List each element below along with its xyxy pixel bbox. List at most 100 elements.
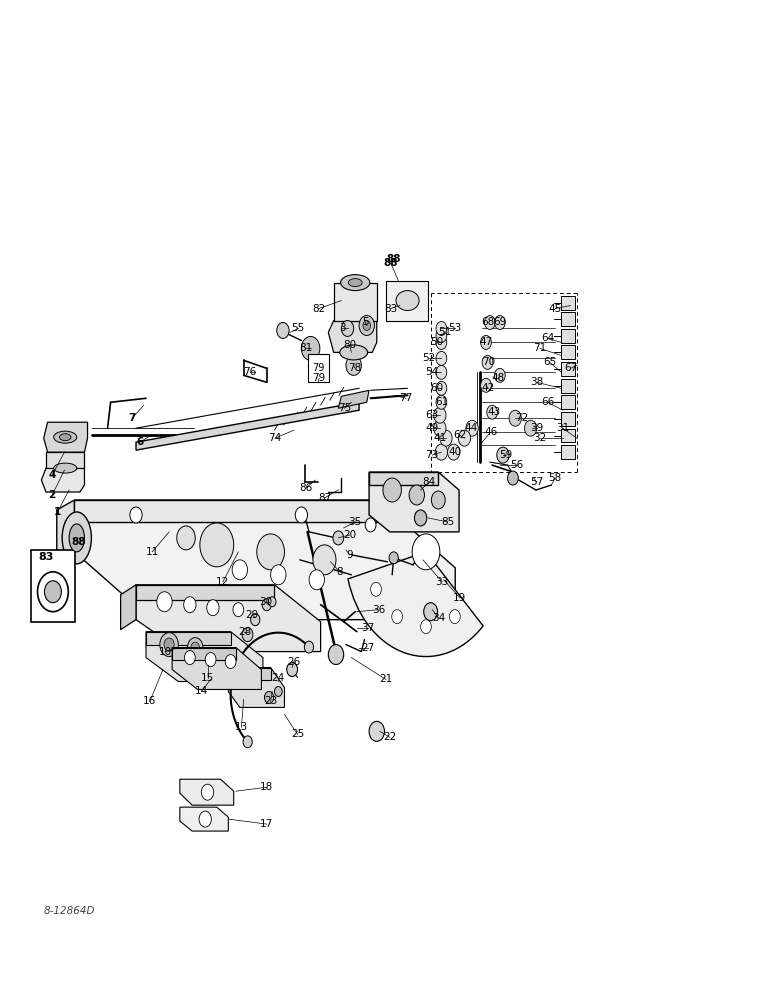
Text: 15: 15 <box>201 673 214 683</box>
Text: 42: 42 <box>482 383 495 393</box>
Text: 52: 52 <box>422 353 435 363</box>
Circle shape <box>271 565 286 585</box>
Text: 61: 61 <box>435 397 449 407</box>
Text: 3: 3 <box>339 323 345 333</box>
Text: 11: 11 <box>146 547 159 557</box>
Text: 36: 36 <box>371 605 385 615</box>
Text: 30: 30 <box>259 597 272 607</box>
Circle shape <box>383 478 401 502</box>
Circle shape <box>295 507 307 523</box>
Text: 48: 48 <box>492 373 505 383</box>
Circle shape <box>313 545 336 575</box>
Text: 38: 38 <box>530 377 543 387</box>
Circle shape <box>369 721 384 741</box>
Text: 43: 43 <box>487 407 500 417</box>
Polygon shape <box>136 585 320 652</box>
Text: 40: 40 <box>449 447 462 457</box>
Circle shape <box>184 597 196 613</box>
Text: 82: 82 <box>313 304 326 314</box>
Circle shape <box>275 686 282 696</box>
Text: 58: 58 <box>549 473 562 483</box>
Text: 25: 25 <box>291 729 304 739</box>
Circle shape <box>185 651 195 665</box>
Bar <box>561 329 575 343</box>
Text: 67: 67 <box>564 363 577 373</box>
Text: 81: 81 <box>300 343 313 353</box>
Text: 22: 22 <box>383 732 397 742</box>
Text: 65: 65 <box>543 357 557 367</box>
Polygon shape <box>334 283 377 320</box>
Bar <box>561 379 575 393</box>
Polygon shape <box>369 472 459 532</box>
Polygon shape <box>229 668 271 680</box>
Text: 87: 87 <box>318 493 331 503</box>
Text: 83: 83 <box>39 552 54 562</box>
Text: 7: 7 <box>128 413 136 423</box>
Bar <box>561 312 575 326</box>
Circle shape <box>412 534 440 570</box>
Circle shape <box>436 395 447 409</box>
Text: 54: 54 <box>425 367 438 377</box>
Circle shape <box>436 328 447 342</box>
Text: 41: 41 <box>433 433 446 443</box>
Text: 64: 64 <box>541 333 554 343</box>
Polygon shape <box>136 585 275 600</box>
Text: 88: 88 <box>384 258 398 268</box>
Text: 21: 21 <box>379 675 393 685</box>
Ellipse shape <box>54 463 76 473</box>
Text: 63: 63 <box>425 410 438 420</box>
Circle shape <box>251 614 260 626</box>
Circle shape <box>157 592 172 612</box>
Bar <box>561 412 575 426</box>
Text: 26: 26 <box>287 657 300 667</box>
Circle shape <box>482 355 493 369</box>
Text: 51: 51 <box>438 327 451 337</box>
Bar <box>31 550 75 622</box>
Text: 39: 39 <box>530 423 543 433</box>
Circle shape <box>434 407 446 423</box>
Text: 1: 1 <box>54 507 61 517</box>
Text: 24: 24 <box>272 673 285 683</box>
Circle shape <box>485 316 495 329</box>
Circle shape <box>466 420 479 436</box>
Circle shape <box>494 316 505 329</box>
Polygon shape <box>42 468 84 492</box>
Circle shape <box>524 420 537 436</box>
Text: 2: 2 <box>49 490 56 500</box>
Circle shape <box>496 447 509 463</box>
Circle shape <box>38 572 68 612</box>
Text: 59: 59 <box>499 450 513 460</box>
Circle shape <box>262 599 272 611</box>
Text: 62: 62 <box>453 430 466 440</box>
Text: 79: 79 <box>312 363 324 373</box>
Text: 60: 60 <box>430 383 443 393</box>
Ellipse shape <box>340 275 370 291</box>
Ellipse shape <box>54 431 76 443</box>
Polygon shape <box>74 500 455 620</box>
Polygon shape <box>74 500 378 522</box>
Circle shape <box>487 405 497 419</box>
Text: 29: 29 <box>245 610 259 620</box>
Text: 73: 73 <box>425 450 438 460</box>
Circle shape <box>436 351 447 365</box>
Circle shape <box>309 570 324 590</box>
Circle shape <box>188 638 203 658</box>
Circle shape <box>177 526 195 550</box>
Ellipse shape <box>63 512 91 564</box>
Circle shape <box>436 365 447 379</box>
Circle shape <box>199 811 212 827</box>
Polygon shape <box>328 320 377 352</box>
Text: 18: 18 <box>260 782 273 792</box>
Text: 28: 28 <box>238 627 251 637</box>
Circle shape <box>277 322 289 338</box>
Bar <box>561 445 575 459</box>
Bar <box>561 296 575 310</box>
Polygon shape <box>369 472 438 485</box>
Text: 69: 69 <box>493 317 506 327</box>
Circle shape <box>481 335 492 349</box>
Polygon shape <box>229 668 284 707</box>
Circle shape <box>243 736 252 748</box>
Text: 31: 31 <box>557 423 570 433</box>
Circle shape <box>164 638 174 651</box>
Text: 17: 17 <box>260 819 273 829</box>
